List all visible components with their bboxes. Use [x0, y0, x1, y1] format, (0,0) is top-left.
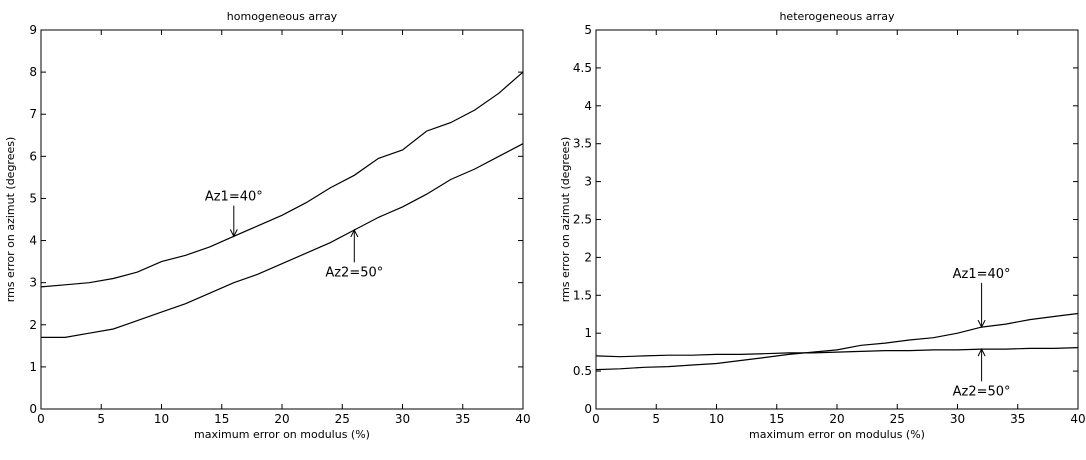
y-tick-label: 4 [29, 234, 37, 248]
y-tick-label: 3 [29, 276, 37, 290]
y-tick-label: 3 [584, 175, 592, 189]
x-tick-label: 25 [335, 412, 350, 426]
annotation-arrow-head [977, 319, 986, 329]
x-tick-label: 40 [515, 412, 530, 426]
x-axis-label: maximum error on modulus (%) [194, 428, 370, 441]
x-tick-label: 30 [950, 412, 965, 426]
chart-title: homogeneous array [227, 10, 338, 23]
annotation-label-az2-50: Az2=50° [325, 265, 383, 280]
y-tick-label: 2.5 [573, 213, 592, 227]
plot-area [40, 29, 524, 410]
annotation-label-az1-40: Az1=40° [953, 267, 1011, 282]
x-tick-label: 0 [37, 412, 45, 426]
x-tick-label: 10 [154, 412, 169, 426]
y-tick-label: 0.5 [573, 364, 592, 378]
y-tick-label: 0 [29, 402, 37, 416]
y-tick-label: 2 [29, 318, 37, 332]
chart-title: heterogeneous array [779, 10, 895, 23]
x-tick-label: 20 [274, 412, 289, 426]
x-tick-label: 35 [455, 412, 470, 426]
x-axis-label: maximum error on modulus (%) [749, 428, 925, 441]
x-tick-label: 15 [769, 412, 784, 426]
annotation-arrow-head [229, 229, 238, 238]
y-tick-label: 1 [584, 326, 592, 340]
y-axis-label: rms error on azimut (degrees) [559, 137, 572, 303]
y-tick-label: 0 [584, 402, 592, 416]
y-tick-label: 2 [584, 250, 592, 264]
x-tick-label: 0 [592, 412, 600, 426]
y-tick-label: 3.5 [573, 137, 592, 151]
annotation-arrow-head [350, 228, 359, 238]
x-tick-label: 30 [395, 412, 410, 426]
annotation-label-az2-50: Az2=50° [953, 384, 1011, 399]
series-line-az1-40 [40, 71, 524, 288]
x-tick-label: 5 [652, 412, 660, 426]
series-line-az1-40 [595, 312, 1079, 371]
series-line-az2-50 [595, 347, 1079, 358]
y-tick-label: 1 [29, 360, 37, 374]
y-tick-label: 4 [584, 99, 592, 113]
annotation-label-az1-40: Az1=40° [205, 190, 263, 205]
x-tick-label: 40 [1070, 412, 1085, 426]
x-tick-label: 15 [214, 412, 229, 426]
x-tick-label: 25 [890, 412, 905, 426]
y-tick-label: 5 [29, 191, 37, 205]
annotation-arrow-head [977, 347, 986, 357]
y-tick-label: 8 [29, 65, 37, 79]
homogeneous-array-panel: homogeneous array 0 5 10 15 20 25 30 35 40 0 1 2 3 4 5 6… [4, 10, 531, 441]
y-axis-label: rms error on azimut (degrees) [4, 137, 17, 303]
y-tick-label: 9 [29, 23, 37, 37]
y-tick-label: 6 [29, 149, 37, 163]
x-tick-label: 10 [709, 412, 724, 426]
y-tick-label: 5 [584, 23, 592, 37]
y-tick-label: 1.5 [573, 288, 592, 302]
y-tick-label: 7 [29, 107, 37, 121]
series-line-az2-50 [41, 143, 524, 338]
x-tick-label: 5 [97, 412, 105, 426]
x-tick-label: 20 [829, 412, 844, 426]
y-tick-label: 4.5 [573, 61, 592, 75]
x-tick-label: 35 [1010, 412, 1025, 426]
